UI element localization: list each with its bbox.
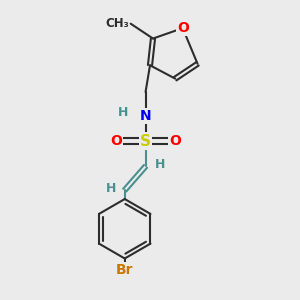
Text: Br: Br [116, 263, 134, 278]
Text: N: N [140, 109, 152, 123]
Text: O: O [110, 134, 122, 148]
Text: O: O [177, 21, 189, 35]
Text: H: H [105, 182, 116, 195]
Text: O: O [169, 134, 181, 148]
Text: S: S [140, 134, 151, 148]
Text: CH₃: CH₃ [105, 17, 129, 30]
Text: H: H [118, 106, 128, 119]
Text: H: H [154, 158, 165, 171]
